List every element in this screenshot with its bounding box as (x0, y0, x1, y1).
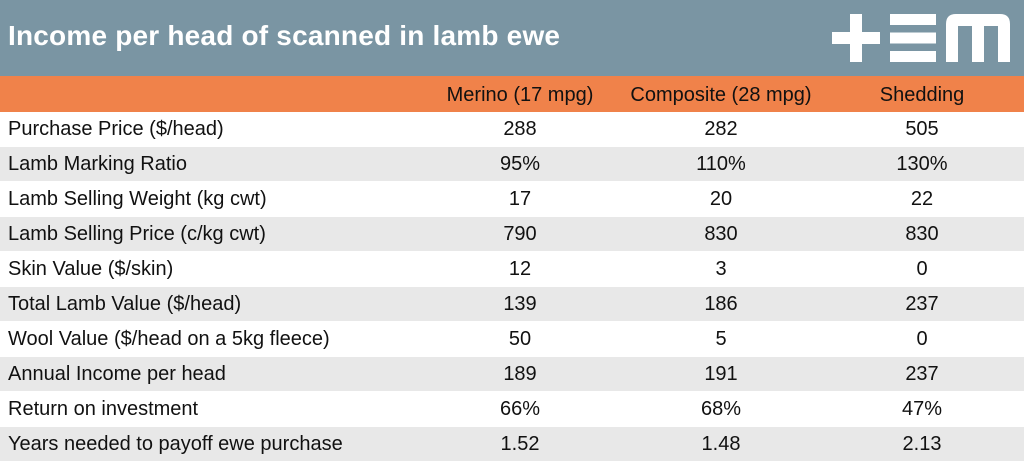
row-label: Lamb Selling Price (c/kg cwt) (8, 223, 266, 245)
table-row: Years needed to payoff ewe purchase 1.52… (0, 427, 1024, 462)
row-label: Return on investment (8, 398, 199, 420)
column-header-composite: Composite (28 mpg) (630, 84, 812, 106)
row-label: Total Lamb Value ($/head) (8, 293, 242, 315)
cell-composite: 5 (715, 328, 727, 350)
table-row: Lamb Selling Price (c/kg cwt) 790 830 83… (0, 217, 1024, 252)
table-title: Income per head of scanned in lamb ewe (8, 20, 561, 51)
cell-composite: 1.48 (701, 433, 741, 455)
table-row: Total Lamb Value ($/head) 139 186 237 (0, 287, 1024, 322)
cell-merino: 790 (503, 223, 537, 245)
cell-composite: 191 (704, 363, 738, 385)
cell-merino: 66% (499, 398, 541, 420)
cell-shedding: 130% (896, 153, 948, 175)
cell-merino: 139 (503, 293, 537, 315)
cell-composite: 20 (709, 188, 733, 210)
cell-shedding: 0 (916, 328, 928, 350)
cell-shedding: 0 (916, 258, 928, 280)
cell-composite: 282 (704, 118, 738, 140)
cell-shedding: 22 (910, 188, 934, 210)
cell-composite: 68% (700, 398, 742, 420)
title-bar: Income per head of scanned in lamb ewe (0, 0, 1024, 76)
cell-merino: 95% (499, 153, 541, 175)
table-body: Purchase Price ($/head) 288 282 505 Lamb… (0, 112, 1024, 462)
table-row: Lamb Marking Ratio 95% 110% 130% (0, 147, 1024, 182)
cell-composite: 110% (696, 153, 746, 175)
row-label: Purchase Price ($/head) (8, 118, 224, 140)
cell-shedding: 830 (905, 223, 939, 245)
cell-merino: 1.52 (500, 433, 540, 455)
tem-logo-icon (832, 14, 1010, 62)
row-label: Years needed to payoff ewe purchase (8, 433, 343, 455)
column-header-merino: Merino (17 mpg) (446, 84, 594, 106)
column-header-shedding: Shedding (879, 84, 965, 106)
cell-composite: 830 (704, 223, 738, 245)
cell-merino: 17 (508, 188, 532, 210)
table-row: Purchase Price ($/head) 288 282 505 (0, 112, 1024, 147)
cell-merino: 12 (508, 258, 532, 280)
row-label: Wool Value ($/head on a 5kg fleece) (8, 328, 330, 350)
cell-merino: 288 (503, 118, 537, 140)
cell-merino: 50 (508, 328, 532, 350)
cell-shedding: 505 (905, 118, 939, 140)
row-label: Lamb Selling Weight (kg cwt) (8, 188, 267, 210)
cell-composite: 186 (704, 293, 738, 315)
cell-shedding: 237 (905, 363, 939, 385)
cell-merino: 189 (503, 363, 537, 385)
column-header-row: Merino (17 mpg) Composite (28 mpg) Shedd… (0, 76, 1024, 112)
cell-composite: 3 (715, 258, 727, 280)
cell-shedding: 2.13 (902, 433, 942, 455)
row-label: Skin Value ($/skin) (8, 258, 174, 280)
row-label: Lamb Marking Ratio (8, 153, 187, 175)
table-row: Lamb Selling Weight (kg cwt) 17 20 22 (0, 182, 1024, 217)
table-row: Skin Value ($/skin) 12 3 0 (0, 252, 1024, 287)
table-row: Wool Value ($/head on a 5kg fleece) 50 5… (0, 322, 1024, 357)
row-label: Annual Income per head (8, 363, 226, 385)
cell-shedding: 237 (905, 293, 939, 315)
table-row: Annual Income per head 189 191 237 (0, 357, 1024, 392)
table-row: Return on investment 66% 68% 47% (0, 392, 1024, 427)
cell-shedding: 47% (901, 398, 943, 420)
